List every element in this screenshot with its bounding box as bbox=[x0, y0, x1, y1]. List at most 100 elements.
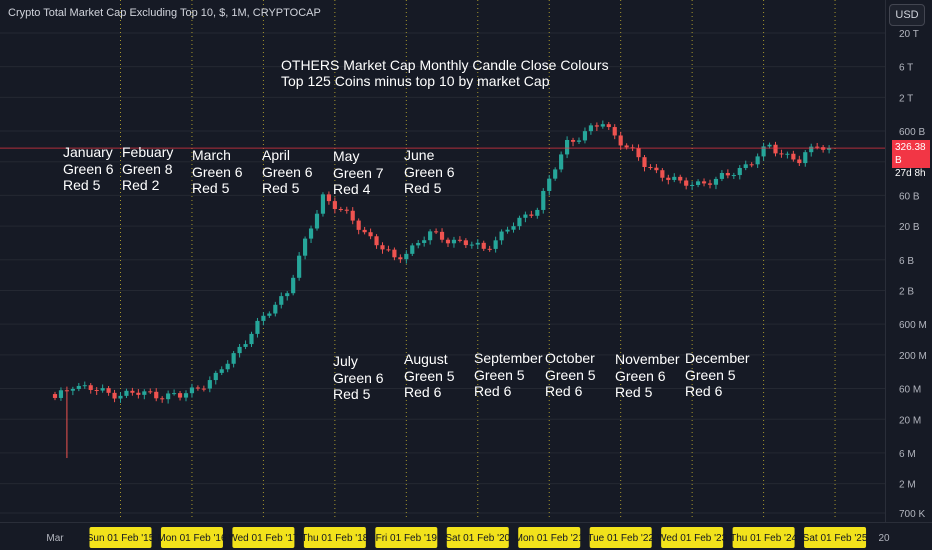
candle-body bbox=[707, 183, 713, 185]
x-tick-highlight bbox=[303, 527, 366, 548]
month-green: Green 6 bbox=[192, 163, 243, 180]
candle-body bbox=[666, 177, 671, 180]
candle-body bbox=[106, 388, 111, 393]
candle-body bbox=[100, 388, 105, 391]
month-green: Green 6 bbox=[404, 163, 455, 180]
candle-body bbox=[606, 124, 611, 128]
x-tick-highlight bbox=[804, 527, 867, 548]
candle-body bbox=[285, 293, 290, 297]
month-red: Red 5 bbox=[333, 386, 371, 402]
candle-body bbox=[428, 231, 433, 241]
month-stat-september: September Green 5 Red 6 bbox=[474, 350, 542, 400]
candle-body bbox=[505, 229, 510, 232]
candle-body bbox=[600, 124, 605, 127]
candle-body bbox=[142, 391, 147, 395]
candle-body bbox=[308, 228, 314, 239]
candle-body bbox=[827, 148, 832, 150]
month-red: Red 5 bbox=[262, 180, 300, 196]
candle-body bbox=[332, 201, 337, 210]
month-green: Green 5 bbox=[685, 366, 736, 383]
candle-body bbox=[58, 390, 64, 398]
x-tick-label: Sat 01 Feb '20 bbox=[445, 533, 510, 544]
month-red: Red 5 bbox=[404, 180, 442, 196]
candle-body bbox=[344, 209, 349, 211]
candle-body bbox=[76, 385, 81, 389]
candle-body bbox=[660, 170, 665, 178]
candle-body bbox=[678, 176, 683, 181]
month-green: Green 6 bbox=[333, 369, 384, 386]
y-tick-label: 6 B bbox=[899, 256, 914, 267]
candle-body bbox=[434, 231, 439, 233]
candle-body bbox=[177, 393, 183, 398]
x-tick-highlight bbox=[375, 527, 438, 548]
candle-body bbox=[189, 387, 195, 394]
candle-body bbox=[767, 144, 772, 147]
month-green: Green 6 bbox=[615, 367, 666, 384]
candle-body bbox=[493, 240, 498, 249]
candle-body bbox=[511, 226, 516, 230]
candle-body bbox=[291, 277, 296, 294]
candle-body bbox=[618, 135, 623, 146]
month-name: March bbox=[192, 147, 231, 163]
candle-body bbox=[82, 385, 87, 387]
y-tick-label: 2 M bbox=[899, 480, 916, 491]
x-tick-highlight bbox=[661, 527, 724, 548]
y-tick-label: 60 B bbox=[899, 191, 920, 202]
candle-body bbox=[594, 125, 599, 127]
candle-body bbox=[731, 175, 736, 177]
month-stat-july: July Green 6 Red 5 bbox=[333, 353, 384, 403]
x-tick-label: 20 bbox=[878, 533, 890, 544]
month-red: Red 6 bbox=[545, 383, 583, 399]
candle-body bbox=[273, 304, 278, 314]
candle-body bbox=[297, 255, 302, 278]
currency-button[interactable]: USD bbox=[889, 4, 925, 26]
candle-body bbox=[761, 146, 766, 157]
candle-body bbox=[713, 178, 719, 185]
candle-body bbox=[112, 392, 117, 399]
month-stat-january: January Green 6 Red 5 bbox=[63, 144, 114, 194]
month-green: Green 5 bbox=[545, 366, 596, 383]
y-tick-label: 600 B bbox=[899, 127, 925, 138]
candle-body bbox=[124, 390, 129, 396]
candle-body bbox=[451, 239, 457, 244]
candle-body bbox=[737, 167, 742, 176]
candle-body bbox=[249, 333, 254, 345]
x-tick-highlight bbox=[89, 527, 152, 548]
month-stat-august: August Green 5 Red 6 bbox=[404, 351, 455, 401]
candle-body bbox=[416, 242, 421, 246]
candle-body bbox=[588, 125, 593, 132]
month-stat-october: October Green 5 Red 6 bbox=[545, 350, 596, 400]
month-stat-april: April Green 6 Red 5 bbox=[262, 147, 313, 197]
candle-body bbox=[362, 229, 367, 233]
y-tick-label: 200 M bbox=[899, 351, 927, 362]
candle-body bbox=[237, 346, 242, 354]
month-red: Red 2 bbox=[122, 177, 160, 193]
candle-body bbox=[541, 190, 546, 210]
candle-body bbox=[213, 372, 218, 381]
candle-body bbox=[696, 181, 701, 185]
candle-body bbox=[523, 214, 528, 218]
candle-body bbox=[118, 395, 123, 399]
month-red: Red 5 bbox=[615, 384, 653, 400]
candle-body bbox=[559, 154, 564, 170]
candle-body bbox=[624, 145, 629, 148]
candle-body bbox=[154, 391, 159, 399]
month-stat-december: December Green 5 Red 6 bbox=[685, 350, 750, 400]
candle-body bbox=[386, 249, 391, 251]
candle-body bbox=[791, 153, 796, 160]
candle-body bbox=[701, 181, 707, 184]
y-tick-label: 20 M bbox=[899, 415, 921, 426]
candle-body bbox=[279, 296, 284, 305]
candle-body bbox=[553, 169, 558, 179]
month-green: Green 6 bbox=[63, 160, 114, 177]
month-green: Green 5 bbox=[404, 367, 455, 384]
y-tick-label: 2 B bbox=[899, 287, 914, 298]
candle-body bbox=[719, 173, 724, 179]
candle-body bbox=[380, 245, 385, 250]
candle-body bbox=[457, 239, 462, 241]
x-tick-label: Sat 01 Feb '25 bbox=[803, 533, 868, 544]
candle-body bbox=[267, 313, 272, 316]
candle-body bbox=[815, 146, 820, 148]
candle-body bbox=[642, 157, 647, 168]
